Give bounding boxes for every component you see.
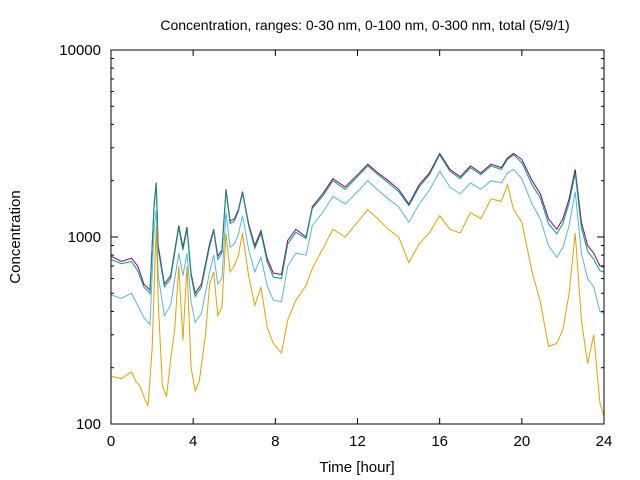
x-axis: 0 4 8 12 16 20 24 [107,50,613,450]
y-tick-label: 100 [76,416,101,433]
x-tick-label: 20 [513,433,530,450]
y-tick-label: 10000 [59,42,101,59]
x-tick-label: 24 [596,433,613,450]
x-tick-label: 8 [271,433,279,450]
x-tick-label: 4 [189,433,197,450]
x-axis-label: Time [hour] [319,459,394,476]
y-axis-label: Concentration [7,190,24,283]
series-layer [110,152,605,417]
x-tick-label: 16 [431,433,448,450]
y-axis: 100 1000 10000 [59,42,604,433]
x-tick-label: 0 [107,433,115,450]
series-line-3 [110,168,605,326]
series-line-2 [110,153,605,298]
x-tick-label: 12 [349,433,366,450]
series-line-4 [110,183,605,417]
y-tick-label: 1000 [68,229,101,246]
chart-title: Concentration, ranges: 0-30 nm, 0-100 nm… [160,17,569,33]
